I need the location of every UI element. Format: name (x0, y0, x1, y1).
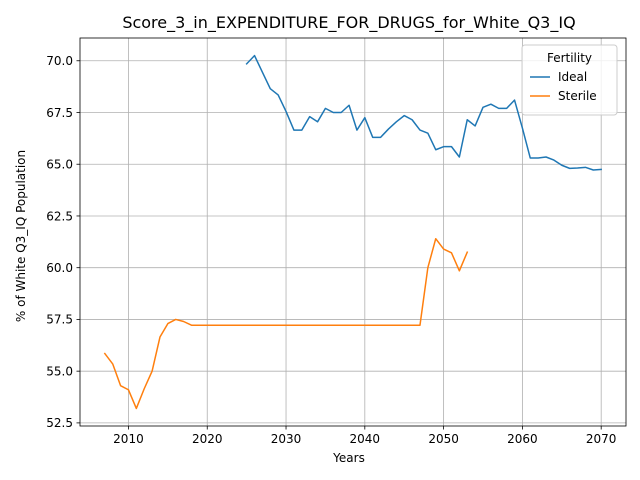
chart-title: Score_3_in_EXPENDITURE_FOR_DRUGS_for_Whi… (122, 13, 575, 33)
y-axis-ticks: 52.5 55.0 57.5 60.0 62.5 65.0 67.5 70.0 (46, 54, 80, 430)
y-tick-label: 65.0 (46, 158, 73, 172)
y-axis-label: % of White Q3_IQ Population (14, 150, 28, 322)
x-axis-label: Years (332, 451, 365, 465)
legend-title: Fertility (547, 51, 592, 65)
y-tick-label: 52.5 (46, 416, 73, 430)
legend-label-ideal: Ideal (558, 70, 587, 84)
y-tick-label: 67.5 (46, 106, 73, 120)
x-tick-label: 2030 (271, 432, 302, 446)
x-tick-label: 2070 (586, 432, 617, 446)
x-tick-label: 2050 (428, 432, 459, 446)
legend-label-sterile: Sterile (558, 89, 597, 103)
y-tick-label: 70.0 (46, 54, 73, 68)
x-tick-label: 2020 (192, 432, 223, 446)
y-tick-label: 57.5 (46, 313, 73, 327)
y-tick-label: 62.5 (46, 209, 73, 223)
y-tick-label: 55.0 (46, 364, 73, 378)
y-tick-label: 60.0 (46, 261, 73, 275)
x-tick-label: 2060 (507, 432, 538, 446)
legend: Fertility Ideal Sterile (522, 45, 617, 115)
x-axis-ticks: 2010 2020 2030 2040 2050 2060 2070 (113, 426, 616, 446)
x-tick-label: 2010 (113, 432, 144, 446)
x-tick-label: 2040 (350, 432, 381, 446)
